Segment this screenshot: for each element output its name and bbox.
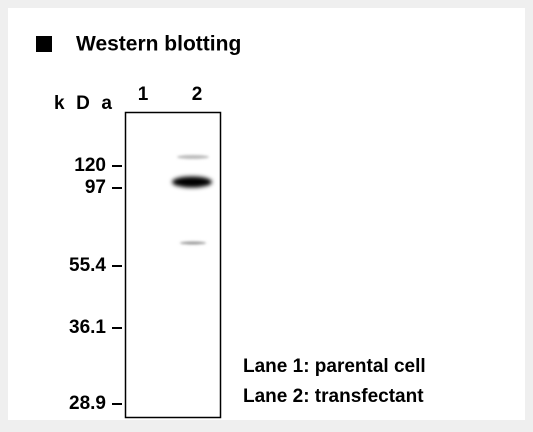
blot-membrane xyxy=(126,113,221,418)
lane-label: 1 xyxy=(138,84,149,105)
faint-band xyxy=(177,155,209,159)
figure: Western blotting kDa 1 2 12097 55.4 36.1 28.… xyxy=(0,0,533,432)
unit-label: kDa xyxy=(54,93,112,114)
marker-label: 97 xyxy=(85,177,106,198)
lane-label: 2 xyxy=(192,84,203,105)
marker-label: 55.4 xyxy=(69,255,106,276)
marker-label: 28.9 xyxy=(69,393,106,414)
title: Western blotting xyxy=(76,33,241,56)
marker-label: 36.1 xyxy=(69,317,106,338)
page: Western blotting kDa 1 2 12097 55.4 36.1 28.… xyxy=(0,0,533,432)
faint-band xyxy=(180,242,206,245)
main-band xyxy=(172,177,212,188)
legend-entry: Lane 2: transfectant xyxy=(243,386,424,407)
marker-label: 120 xyxy=(74,155,106,176)
legend-entry: Lane 1: parental cell xyxy=(243,356,426,377)
title-bullet xyxy=(36,36,52,52)
